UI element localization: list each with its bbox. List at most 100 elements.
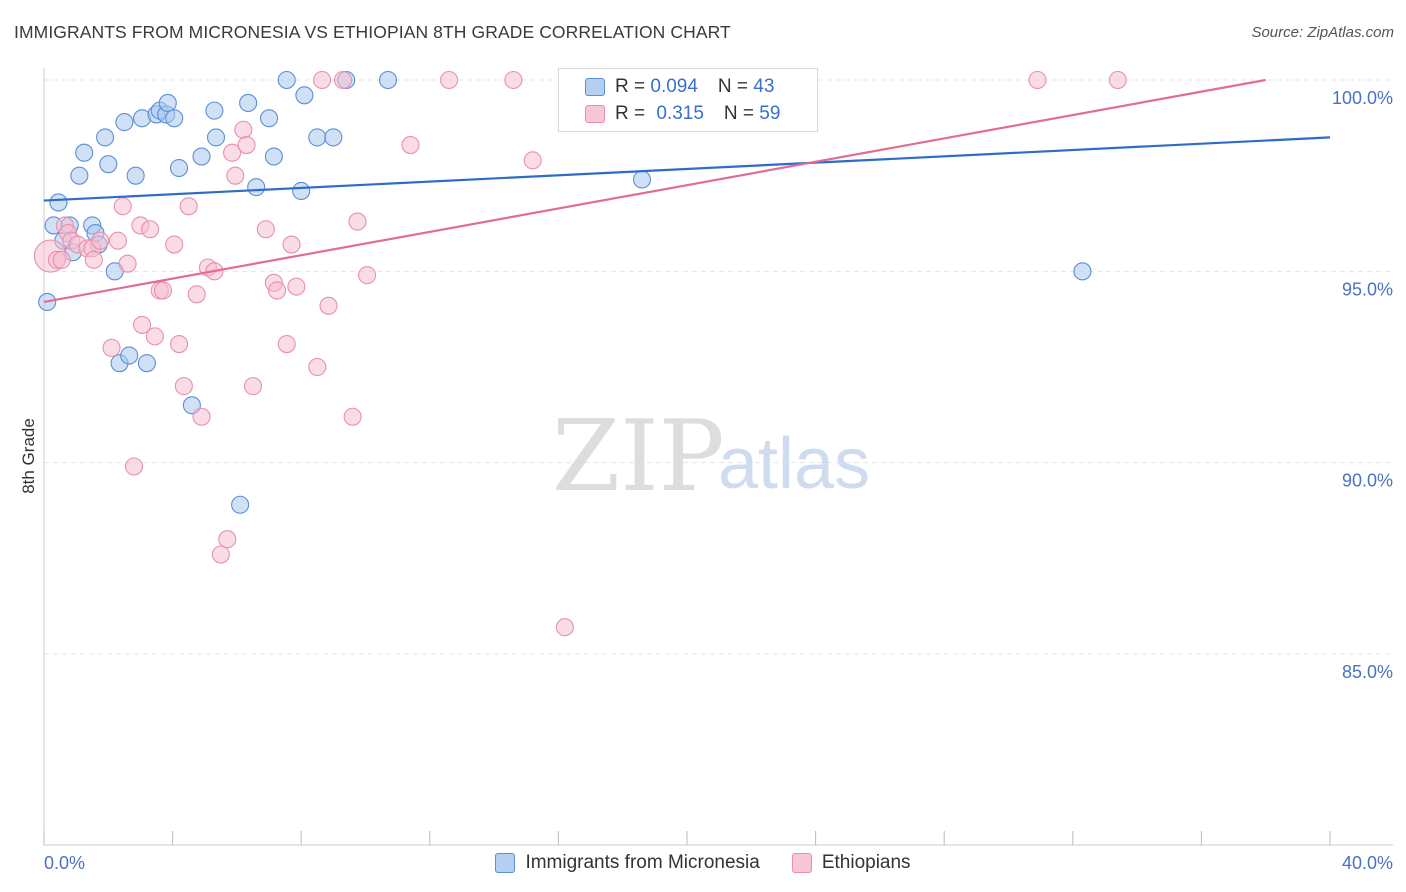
point-ethiopians-10 [91,231,110,250]
point-ethiopians-43 [308,357,327,377]
watermark-zip: ZIP [552,400,725,514]
point-ethiopians-25 [179,197,198,216]
point-micronesia-25 [169,158,189,178]
point-ethiopians-36 [243,377,263,396]
point-ethiopians-22 [165,235,184,254]
x-tick-label-right: 40.0% [1342,853,1393,873]
legend-n-label: N = [723,103,760,124]
point-micronesia-38 [308,128,327,147]
point-micronesia-17 [126,166,145,185]
point-micronesia-39 [324,128,343,147]
axes [43,68,1393,846]
point-ethiopians-24 [174,377,193,396]
point-micronesia-34 [264,147,283,166]
point-ethiopians-47 [343,407,362,426]
point-ethiopians-32 [223,143,242,162]
point-micronesia-28 [205,101,224,120]
point-ethiopians-52 [504,70,523,90]
point-ethiopians-39 [268,281,287,300]
point-micronesia-15 [115,113,134,132]
legend-swatch-micronesia [495,853,516,873]
legend-r-label: R = [615,76,651,97]
legend-swatch-ethiopians [791,853,812,873]
point-micronesia-7 [75,143,94,162]
chart-title: IMMIGRANTS FROM MICRONESIA VS ETHIOPIAN … [14,22,731,42]
trend-line-micronesia [43,136,1331,202]
point-micronesia-24 [165,109,184,128]
data-points [33,70,1127,637]
legend-swatch-micronesia [585,78,605,96]
point-micronesia-43 [1073,262,1092,281]
legend-n-value-ethiopians: 59 [759,103,781,124]
point-micronesia-41 [378,70,398,90]
legend-n-label: N = [717,76,754,97]
point-ethiopians-31 [218,530,237,549]
point-ethiopians-33 [226,166,245,185]
point-micronesia-6 [70,166,89,185]
trend-line-ethiopians [43,78,1266,304]
point-ethiopians-2 [52,250,71,269]
point-micronesia-37 [295,86,314,105]
point-ethiopians-9 [84,250,103,269]
point-ethiopians-19 [145,327,164,346]
point-micronesia-42 [632,170,652,189]
point-ethiopians-26 [187,285,206,304]
point-ethiopians-30 [211,545,230,564]
point-ethiopians-54 [555,618,574,637]
point-micronesia-11 [96,128,115,147]
point-ethiopians-12 [108,231,127,250]
point-micronesia-12 [99,155,118,174]
legend-n-value-micronesia: 43 [753,76,775,97]
y-axis-label: 8th Grade [19,418,38,494]
point-ethiopians-21 [153,281,173,300]
series-legend: Immigrants from Micronesia Ethiopians [0,852,1406,874]
point-ethiopians-14 [118,254,137,273]
point-ethiopians-11 [102,338,121,357]
stats-legend: R = 0.094 N = 43 R = 0.315 N = 59 [558,68,818,132]
point-ethiopians-48 [348,212,367,231]
y-tick-label-0: 100.0% [1332,88,1393,108]
legend-item-micronesia[interactable]: Immigrants from Micronesia [495,852,760,874]
legend-r-label: R = [615,103,651,124]
point-micronesia-16 [120,346,139,365]
point-ethiopians-45 [319,296,338,315]
point-ethiopians-35 [237,136,256,155]
legend-r-value-micronesia: 0.094 [650,76,698,97]
legend-item-ethiopians[interactable]: Ethiopians [791,852,911,874]
y-tick-labels: 100.0% 95.0% 90.0% 85.0% [1332,88,1393,682]
point-ethiopians-53 [523,151,542,170]
point-micronesia-35 [277,70,296,90]
x-tick-label-left: 0.0% [44,853,85,873]
legend-label-ethiopians: Ethiopians [821,852,911,873]
point-ethiopians-44 [313,70,332,90]
point-micronesia-23 [158,93,177,113]
y-tick-label-2: 90.0% [1342,471,1393,491]
watermark-atlas: atlas [718,424,870,504]
legend-row-ethiopians: R = 0.315 N = 59 [585,101,780,127]
point-ethiopians-56 [1028,70,1047,90]
point-micronesia-27 [192,147,211,166]
point-ethiopians-34 [234,120,253,139]
point-ethiopians-37 [256,220,275,239]
point-micronesia-19 [137,354,156,373]
point-micronesia-29 [206,128,226,147]
legend-r-value-ethiopians: 0.315 [656,103,704,124]
point-ethiopians-49 [358,266,377,285]
point-ethiopians-57 [1108,70,1127,90]
legend-row-micronesia: R = 0.094 N = 43 [585,74,774,100]
point-ethiopians-17 [133,315,152,334]
point-micronesia-30 [231,495,250,514]
point-ethiopians-42 [287,277,306,296]
source-label: Source: ZipAtlas.com [1251,24,1394,41]
watermark: ZIP atlas [552,400,870,514]
trend-lines [43,78,1331,304]
y-tick-label-3: 85.0% [1342,662,1393,682]
point-ethiopians-41 [282,235,301,254]
point-ethiopians-27 [192,407,211,426]
point-ethiopians-50 [401,136,420,155]
point-micronesia-32 [247,178,266,197]
point-ethiopians-15 [124,457,144,476]
point-ethiopians-40 [277,334,296,354]
point-ethiopians-13 [113,197,132,216]
